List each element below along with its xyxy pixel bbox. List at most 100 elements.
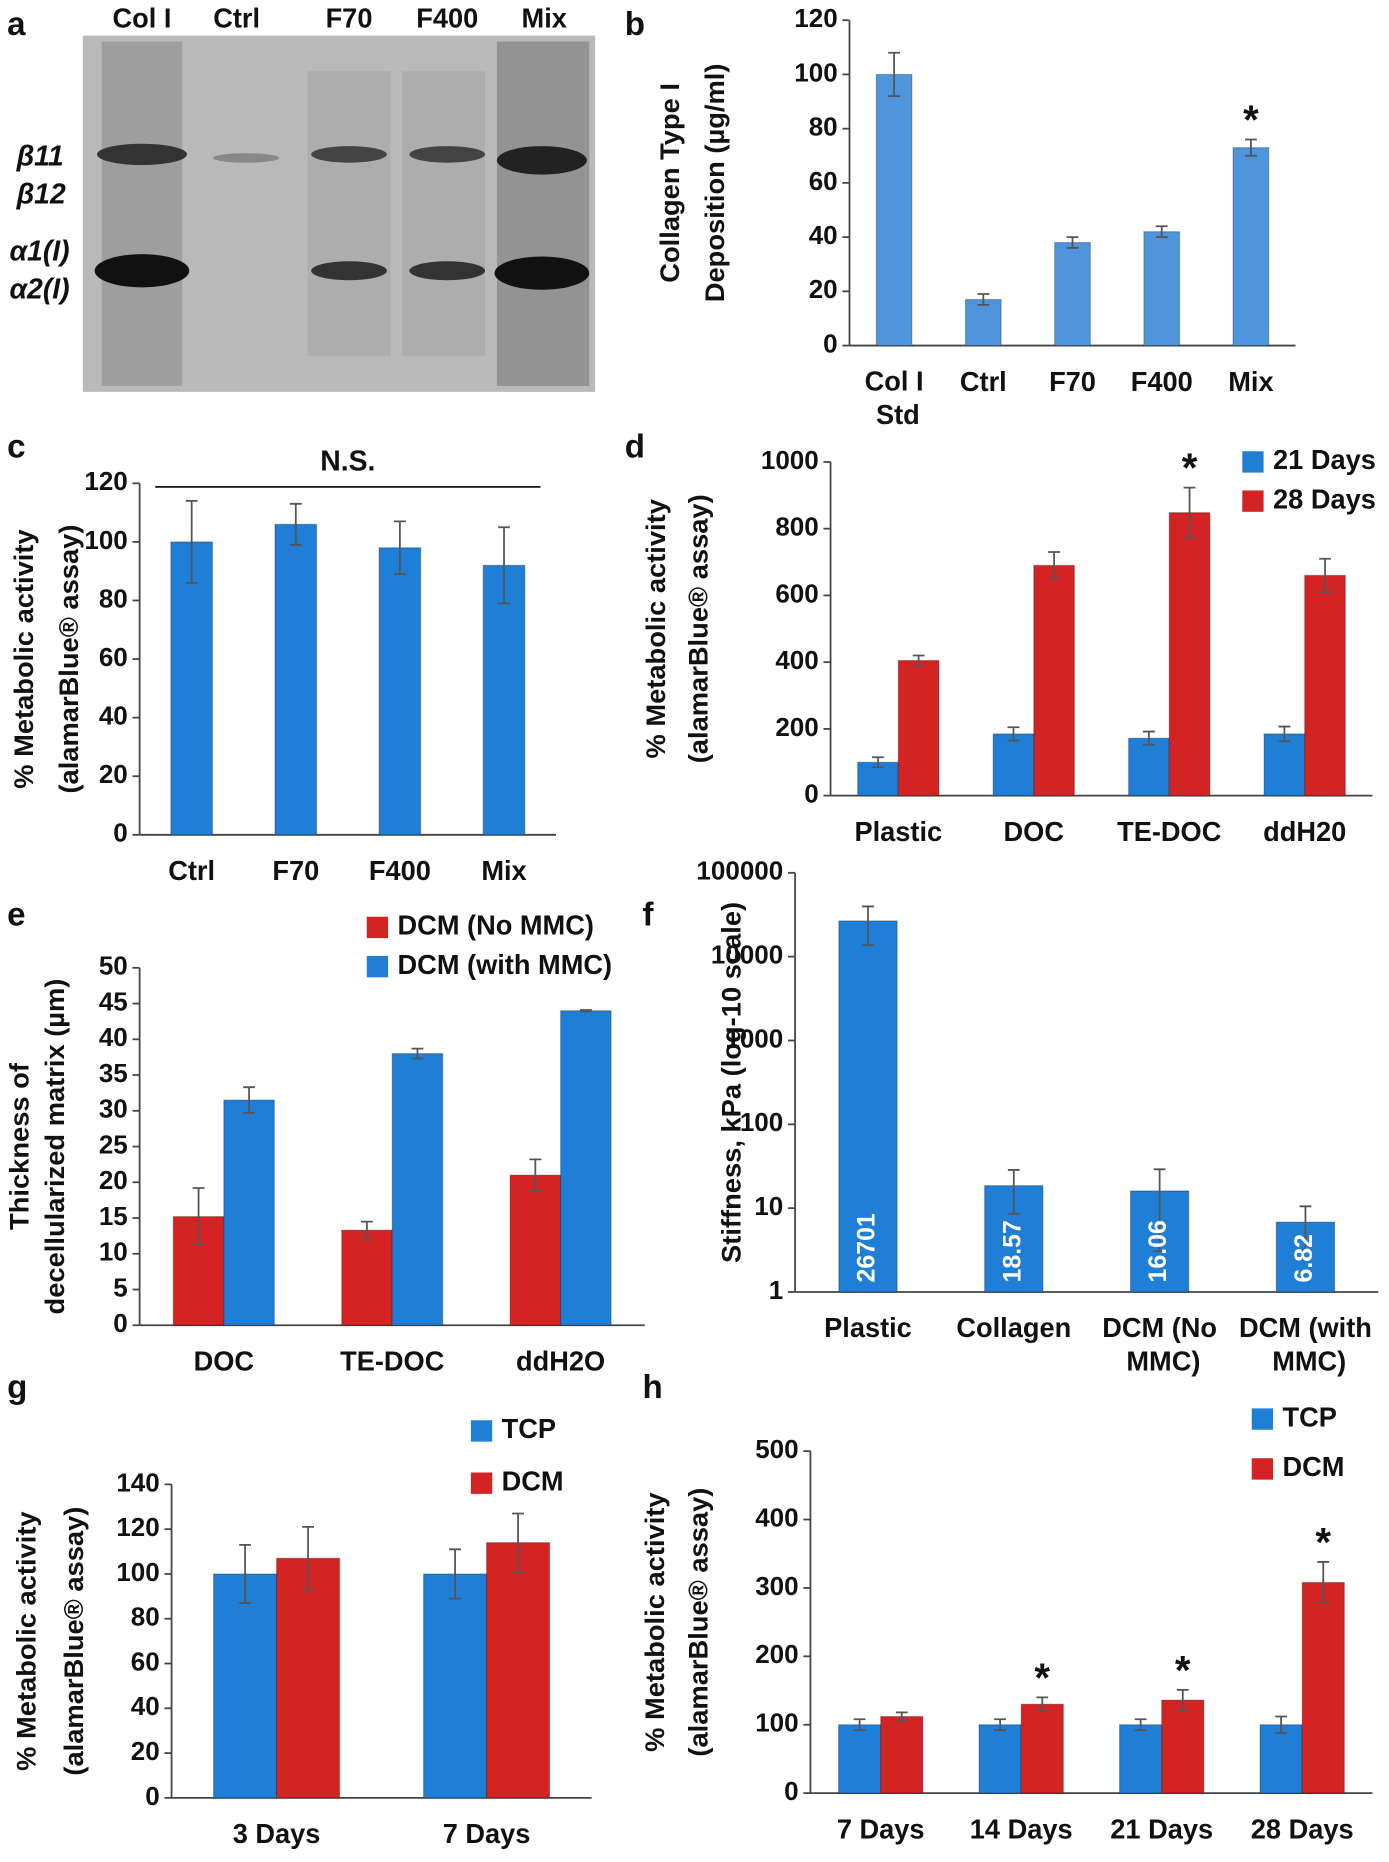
panel-letter: e [7,896,25,933]
legend-swatch [366,916,389,939]
y-tick-label: 100 [740,1107,783,1137]
y-tick-label: 0 [113,1308,127,1338]
y-tick-label: 20 [99,1165,128,1195]
y-tick-label: 40 [131,1691,160,1721]
annotation: * [1175,1648,1191,1693]
legend-label: DCM [502,1465,564,1496]
error-bar [872,756,884,769]
y-axis-label: (alamarBlue® assay) [683,1488,714,1757]
bar [212,1573,278,1799]
x-tick-label: 7 Days [837,1813,925,1844]
error-bar [1142,730,1155,746]
y-tick-label: 80 [809,112,838,142]
y-tick-label: 0 [784,1776,798,1806]
band-label: β12 [16,178,66,210]
y-axis-label: % Metabolic activity [8,529,39,789]
error-bar [185,499,198,584]
x-tick-label: F400 [1131,366,1193,397]
gel-band [311,261,387,281]
annotation: * [1034,1655,1050,1700]
error-bar [289,502,302,546]
error-bar [1176,1688,1189,1712]
y-tick-label: 40 [809,220,838,250]
y-tick-label: 100 [794,57,837,87]
x-tick-label: F400 [369,855,431,886]
bar [1128,737,1170,797]
gel-band [212,153,280,163]
y-axis-label: Deposition (µg/ml) [699,64,730,303]
y-tick-label: 120 [84,466,127,496]
bar [1232,147,1270,347]
bar [274,523,318,836]
y-axis-label: (alamarBlue® assay) [58,1507,89,1776]
bar [378,547,422,836]
bar [485,1542,551,1799]
bar [1054,241,1091,347]
y-tick-label: 25 [99,1129,128,1159]
error-bar [498,526,510,605]
error-bar [1007,726,1020,742]
x-tick-label: DOC [1004,816,1064,847]
error-bar [994,1718,1007,1732]
y-tick-label: 1000 [725,1023,783,1053]
band-label: α1(I) [9,235,69,267]
y-tick-label: 5 [113,1272,127,1302]
lane-label: Ctrl [213,2,260,33]
bar [1033,564,1075,797]
y-axis-label: Thickness of [4,1062,35,1230]
bar [509,1174,562,1326]
y-tick-label: 40 [99,701,128,731]
legend-label: TCP [502,1413,556,1444]
x-tick-label: Plastic [854,816,942,847]
panel-letter: g [7,1369,27,1406]
y-tick-label: 15 [99,1201,128,1231]
gel-lane [402,71,486,357]
error-bar [411,1047,424,1060]
gel-band [311,146,387,163]
panel-letter: b [625,6,645,43]
y-tick-label: 120 [794,3,837,33]
error-bar [888,51,901,97]
y-tick-label: 1 [769,1275,783,1305]
legend-swatch [1251,1408,1274,1430]
legend-label: TCP [1283,1401,1337,1432]
x-tick-label: Ctrl [168,855,215,886]
legend-swatch [470,1472,493,1494]
error-bar [862,905,874,947]
gel-band [97,143,187,166]
annotation: * [1182,446,1198,491]
gel-lane [307,71,391,357]
error-bar [1153,1168,1166,1253]
x-tick-label: Mix [1228,366,1273,397]
y-tick-label: 60 [99,642,128,672]
error-bar [239,1543,251,1604]
x-tick-label: 21 Days [1110,1813,1213,1844]
y-tick-label: 0 [145,1781,159,1811]
bar [964,298,1002,347]
y-tick-label: 20 [809,274,838,304]
annotation: * [1315,1520,1331,1565]
error-bar [449,1548,461,1600]
error-bar [393,520,406,576]
legend-label: DCM (No MMC) [398,910,594,941]
error-bar [1007,1169,1020,1215]
x-tick-label: DOC [194,1345,254,1376]
panel-letter: c [7,429,25,466]
bar [1168,512,1211,797]
bar [341,1229,393,1326]
error-bar [1245,138,1257,157]
y-tick-label: 1000 [761,445,819,475]
panel-letter: a [7,6,26,43]
bar [1143,231,1181,347]
gel-lane [496,41,590,386]
y-tick-label: 80 [131,1602,160,1632]
y-tick-label: 20 [131,1736,160,1766]
bar [223,1099,275,1326]
legend-swatch [1242,490,1264,512]
x-tick-label: Ctrl [960,366,1007,397]
legend-swatch [470,1420,493,1442]
legend-swatch [1242,451,1264,473]
y-tick-label: 10 [754,1191,783,1221]
y-tick-label: 60 [809,166,838,196]
error-bar [1155,225,1168,238]
